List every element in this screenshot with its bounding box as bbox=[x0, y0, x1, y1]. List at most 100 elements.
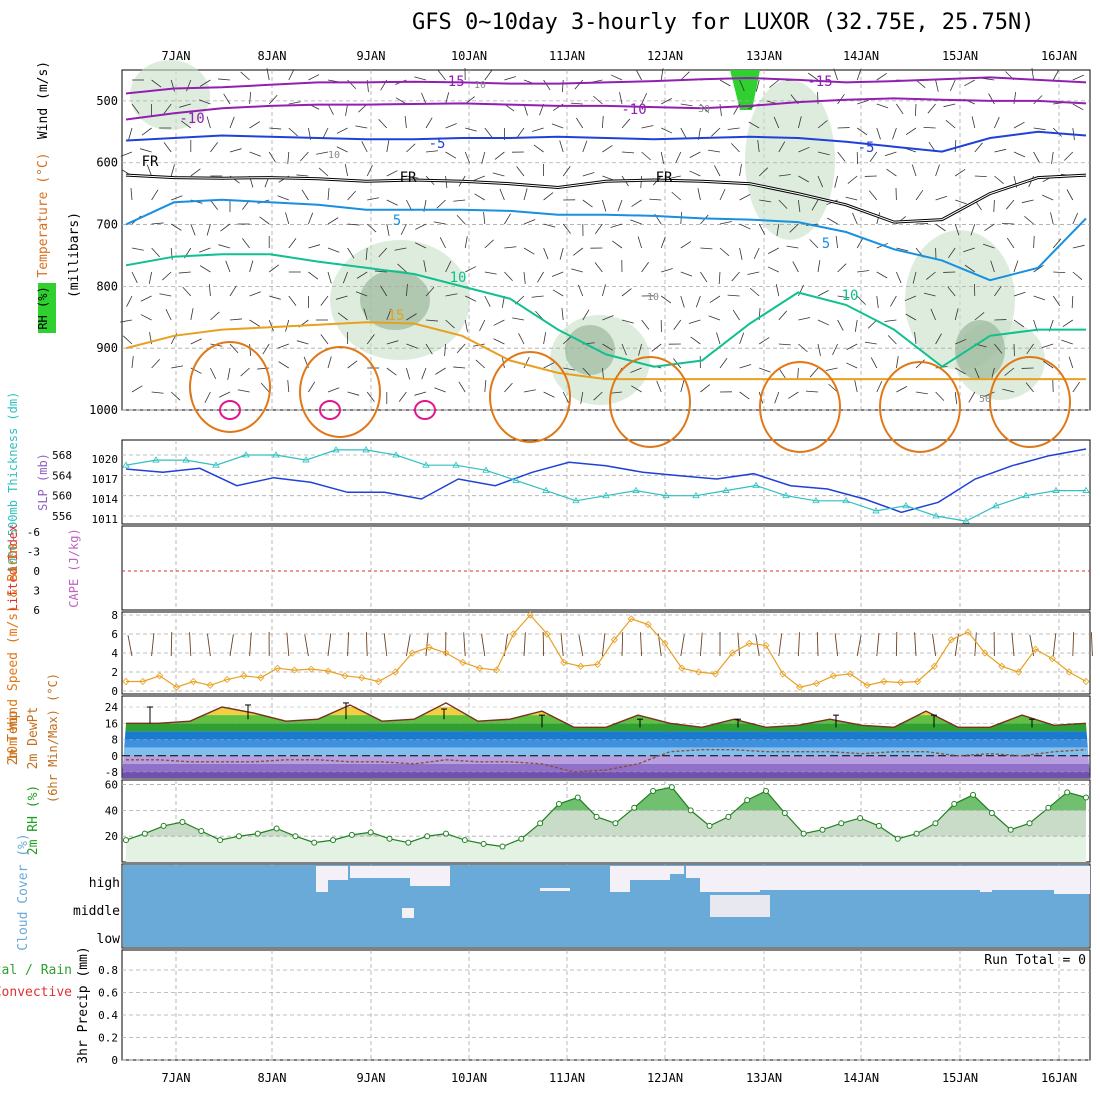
wind-barb bbox=[680, 271, 693, 277]
wind-barb bbox=[577, 284, 584, 297]
wind10m-barb bbox=[578, 634, 584, 657]
wind-barb bbox=[857, 99, 869, 105]
wind-barb bbox=[1052, 69, 1060, 81]
contour-label: 50 bbox=[979, 394, 991, 405]
wind-barb bbox=[660, 236, 666, 249]
wind10m-marker bbox=[1048, 655, 1056, 663]
temperature-contour-25 bbox=[414, 400, 436, 420]
wind-barb bbox=[543, 79, 551, 91]
wind-barb bbox=[229, 285, 237, 297]
wind-barb bbox=[406, 284, 408, 297]
thickness-tick-label: 556 bbox=[52, 510, 72, 523]
wind-barb bbox=[180, 120, 192, 129]
cloud-gap bbox=[686, 866, 700, 878]
wind-barb bbox=[130, 188, 133, 201]
wind-barb bbox=[680, 380, 685, 393]
wind-barb bbox=[464, 151, 471, 164]
temp-tick-label: 0 bbox=[111, 750, 118, 763]
wind10m-marker bbox=[290, 666, 298, 674]
wind-barb bbox=[869, 151, 878, 163]
wind-barb bbox=[602, 284, 606, 297]
wind-barb bbox=[651, 343, 662, 352]
wind-barb bbox=[1033, 264, 1044, 273]
thickness-tick-label: 564 bbox=[52, 469, 72, 482]
wind-barb bbox=[817, 319, 830, 326]
wind-barb bbox=[856, 237, 864, 249]
wind-barb bbox=[935, 79, 939, 92]
wind-barb bbox=[327, 188, 330, 201]
temp-ylabel-temp: 2m Temp bbox=[6, 710, 21, 765]
temperature-contour-20 bbox=[759, 361, 841, 453]
wind-barb bbox=[378, 247, 388, 258]
wind-tick-label: 4 bbox=[111, 647, 118, 660]
wind-barb bbox=[832, 343, 838, 356]
wind10m-barb bbox=[286, 632, 290, 657]
wind-barb bbox=[809, 239, 819, 249]
wind-barb bbox=[262, 343, 270, 355]
wind-barb bbox=[602, 343, 613, 351]
wind10m-barb bbox=[463, 632, 466, 657]
rh2m-marker bbox=[1026, 820, 1033, 827]
wind-barb bbox=[994, 116, 1000, 129]
wind-barb bbox=[437, 70, 446, 81]
wind10m-barb bbox=[601, 633, 606, 657]
wind-barb bbox=[543, 223, 556, 228]
wind-barb bbox=[171, 365, 184, 369]
wind10m-barb bbox=[1090, 632, 1093, 657]
wind10m-marker bbox=[728, 649, 736, 657]
wind-barb bbox=[220, 223, 231, 232]
wind-barb bbox=[200, 79, 211, 87]
panel-frame-precip bbox=[121, 949, 1091, 1061]
wind-tick-label: 6 bbox=[111, 628, 118, 641]
thickness-marker bbox=[512, 476, 520, 483]
wind-barb bbox=[719, 358, 728, 369]
temp-ylabel-minmax: (6hr Min/Max) (°C) bbox=[46, 673, 60, 803]
wind-barb bbox=[593, 391, 603, 401]
wind-barb bbox=[200, 265, 211, 273]
wind-barb bbox=[573, 247, 584, 256]
rh2m-line bbox=[125, 786, 1087, 848]
wind10m-marker bbox=[543, 630, 551, 638]
rh2m-marker bbox=[744, 797, 751, 804]
wind10m-marker bbox=[981, 649, 989, 657]
wind-barb bbox=[719, 247, 730, 257]
wind-barb bbox=[673, 319, 682, 330]
wind-barb bbox=[778, 141, 786, 153]
wind-barb bbox=[523, 219, 536, 225]
wind-barb bbox=[229, 343, 239, 354]
wind10m-marker bbox=[796, 683, 804, 691]
wind-barb bbox=[199, 99, 211, 105]
wind-barb bbox=[778, 310, 787, 321]
temp-band bbox=[122, 707, 1090, 716]
contour-label: FR bbox=[656, 170, 673, 186]
wind-barb bbox=[445, 261, 452, 273]
wind-barb bbox=[769, 79, 780, 88]
wind-barb bbox=[755, 79, 760, 92]
wind-barb bbox=[1041, 343, 1054, 349]
wind-barb bbox=[190, 308, 194, 321]
wind10m-marker bbox=[156, 672, 164, 680]
wind-barb bbox=[131, 385, 143, 393]
wind-barb bbox=[473, 175, 485, 181]
wind-barb bbox=[1072, 103, 1084, 111]
wind-barb bbox=[151, 391, 164, 394]
wind-barb bbox=[852, 212, 858, 225]
thickness-tick-label: 560 bbox=[52, 490, 72, 503]
wind-barb bbox=[811, 199, 819, 211]
wind-barb bbox=[845, 196, 858, 201]
wind-barb bbox=[406, 175, 419, 179]
wind-barb bbox=[1004, 367, 1015, 376]
wind-barb bbox=[621, 343, 627, 356]
wind-barb bbox=[483, 212, 486, 225]
wind-barb bbox=[876, 103, 889, 109]
wind-barb bbox=[789, 223, 799, 233]
wind-barb bbox=[927, 103, 936, 114]
lifted-index-tick-label: -6 bbox=[27, 526, 40, 539]
wind-barb bbox=[484, 127, 493, 138]
wind-barb bbox=[748, 121, 760, 129]
wind-barb bbox=[266, 68, 270, 81]
wind-barb bbox=[484, 380, 487, 393]
temperature-contour-10 bbox=[125, 253, 1086, 368]
wind-barb bbox=[126, 295, 133, 307]
contour-label: -5 bbox=[429, 136, 446, 152]
